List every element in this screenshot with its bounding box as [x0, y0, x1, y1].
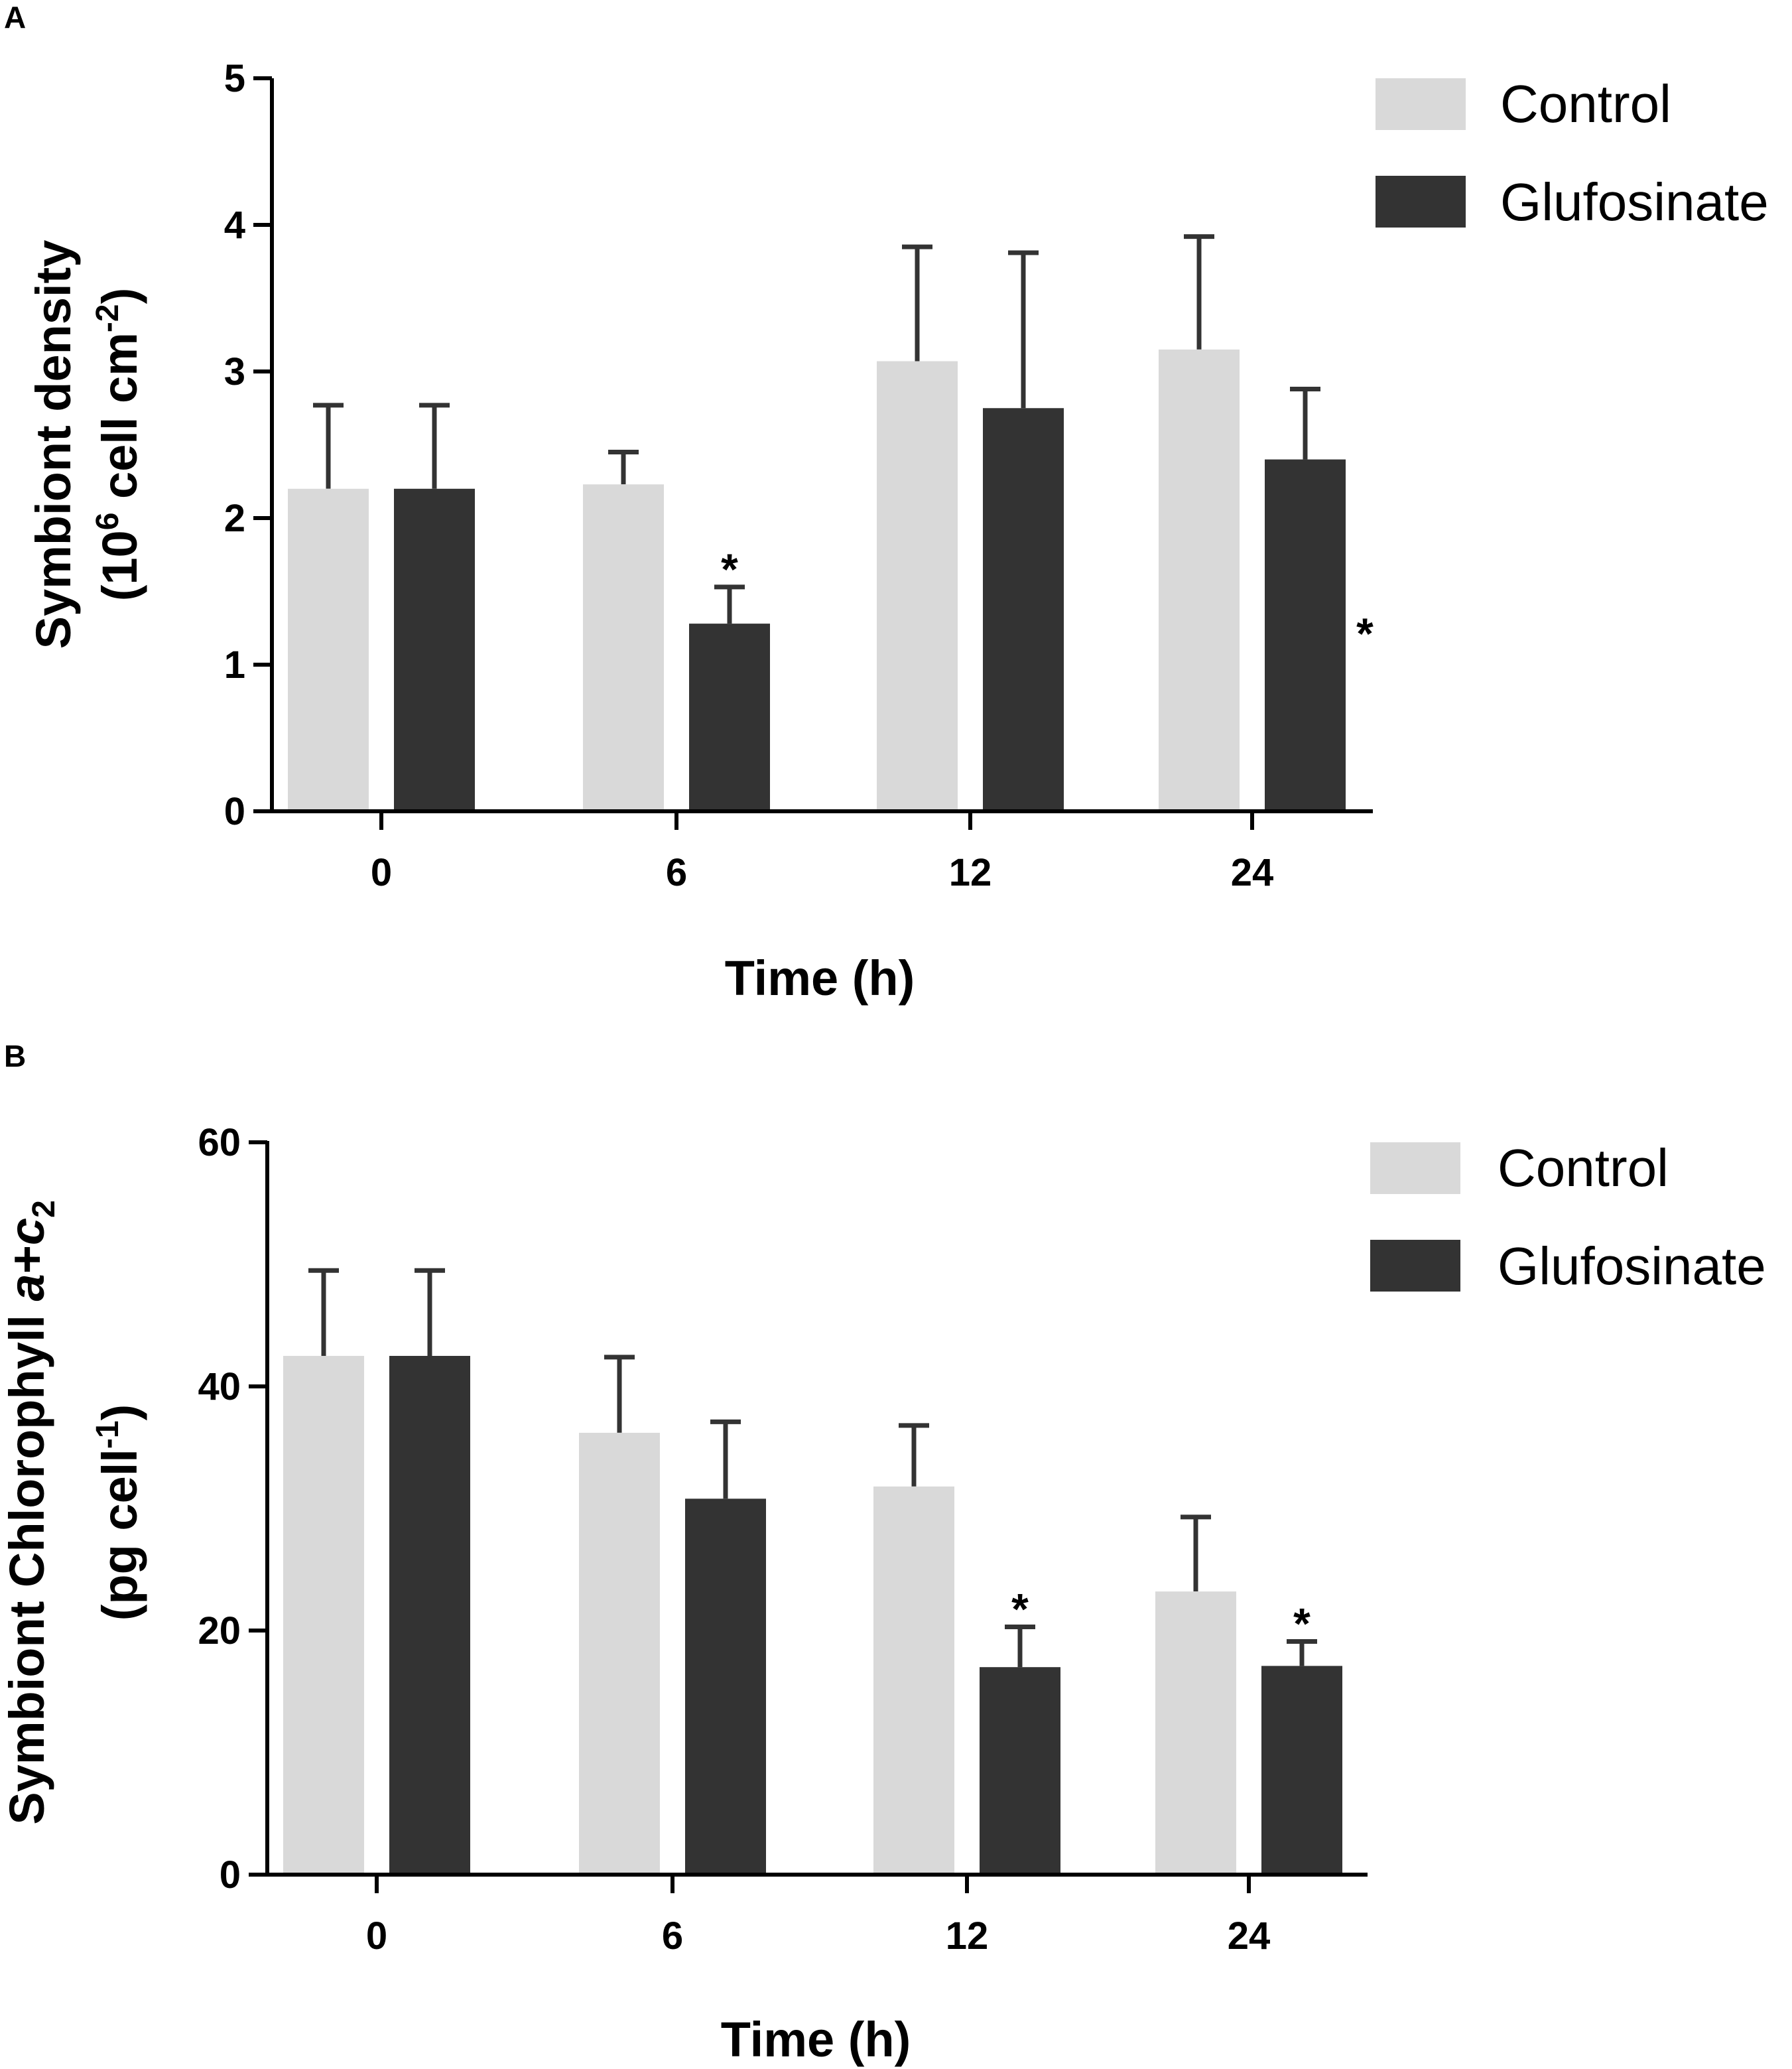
panel-a-y-tick-label: 5	[224, 57, 245, 100]
panel-a: A Symbiont density (106 cell cm-2) 01234…	[4, 0, 1769, 1006]
panel-a-x-tick-label: 6	[666, 851, 687, 894]
panel-a-x-tick-label: 24	[1231, 851, 1274, 894]
panel-a-bar-glufosinate-12	[983, 408, 1064, 811]
panel-a-legend-label-control: Control	[1500, 74, 1671, 133]
panel-b-label: B	[4, 1039, 26, 1073]
panel-a-legend: Control Glufosinate	[1376, 74, 1769, 232]
panel-a-y-tick-label: 0	[224, 790, 245, 833]
panel-a-legend-swatch-glufosinate	[1376, 176, 1466, 228]
panel-b-bar-control-12	[873, 1486, 954, 1875]
panel-b-bar-glufosinate-12	[980, 1667, 1060, 1875]
panel-b-bar-control-24	[1155, 1591, 1236, 1875]
panel-a-bar-control-0	[288, 488, 369, 811]
panel-a-significance-star: *	[721, 545, 738, 594]
panel-a-bar-glufosinate-24	[1265, 459, 1346, 811]
panel-b-legend-swatch-glufosinate	[1370, 1240, 1460, 1292]
panel-b-y-tick-label: 60	[198, 1121, 241, 1164]
panel-a-bar-control-12	[877, 361, 958, 811]
panel-a-x-tick-label: 0	[371, 851, 392, 894]
panel-a-legend-label-glufosinate: Glufosinate	[1500, 172, 1769, 232]
panel-b-bar-glufosinate-6	[685, 1499, 766, 1875]
panel-a-bar-glufosinate-0	[394, 488, 475, 811]
panel-b-y-axis-title: Symbiont Chlorophyll a+c2	[0, 1200, 62, 1825]
panel-b: B Symbiont Chlorophyll a+c2 (pg cell-1) …	[0, 1039, 1766, 2067]
panel-b-y-tick-label: 0	[220, 1853, 241, 1897]
panel-b-y-tick-label: 20	[198, 1609, 241, 1652]
panel-b-x-tick-label: 24	[1228, 1914, 1271, 1958]
panel-a-y-tick-label: 2	[224, 497, 245, 540]
panel-b-legend-label-glufosinate: Glufosinate	[1498, 1236, 1766, 1296]
panel-b-y-axis-units: (pg cell-1)	[90, 1404, 147, 1621]
panel-a-bar-control-6	[583, 484, 664, 811]
panel-a-x-tick-label: 12	[949, 851, 992, 894]
panel-a-bar-control-24	[1159, 349, 1240, 811]
panel-a-y-tick-label: 1	[224, 643, 245, 687]
panel-b-legend-swatch-control	[1370, 1142, 1460, 1194]
panel-b-y-tick-label: 40	[198, 1365, 241, 1408]
panel-b-x-tick-label: 0	[366, 1914, 387, 1958]
panel-a-legend-swatch-control	[1376, 78, 1466, 130]
panel-b-legend: Control Glufosinate	[1370, 1138, 1766, 1296]
panel-b-bar-control-6	[579, 1432, 660, 1875]
panel-a-x-axis-title: Time (h)	[725, 951, 915, 1006]
panel-b-bar-control-0	[283, 1356, 364, 1875]
panel-b-significance-star: *	[1011, 1584, 1029, 1633]
panel-a-y-tick-label: 4	[224, 204, 245, 247]
panel-b-significance-star: *	[1293, 1599, 1311, 1648]
panel-a-bar-glufosinate-6	[689, 624, 770, 811]
panel-b-x-tick-label: 12	[946, 1914, 989, 1958]
panel-a-y-axis-units: (106 cell cm-2)	[90, 288, 147, 602]
panel-a-label: A	[4, 0, 26, 34]
panel-b-bar-glufosinate-24	[1261, 1666, 1342, 1875]
panel-b-plot-area: 0 20 40 60 0 6 12 24 * *	[198, 1121, 1342, 1958]
panel-b-bar-glufosinate-0	[389, 1356, 470, 1875]
panel-a-y-axis-title: Symbiont density	[26, 240, 81, 649]
panel-a-significance-star: *	[1356, 609, 1374, 658]
panel-a-y-tick-label: 3	[224, 350, 245, 393]
panel-b-x-axis-title: Time (h)	[721, 2012, 911, 2067]
panel-b-legend-label-control: Control	[1498, 1138, 1669, 1197]
panel-b-x-tick-label: 6	[662, 1914, 683, 1958]
